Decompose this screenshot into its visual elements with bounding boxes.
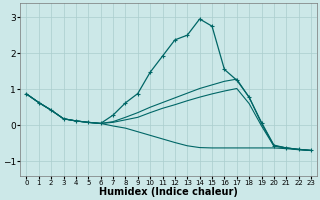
X-axis label: Humidex (Indice chaleur): Humidex (Indice chaleur) bbox=[99, 187, 238, 197]
